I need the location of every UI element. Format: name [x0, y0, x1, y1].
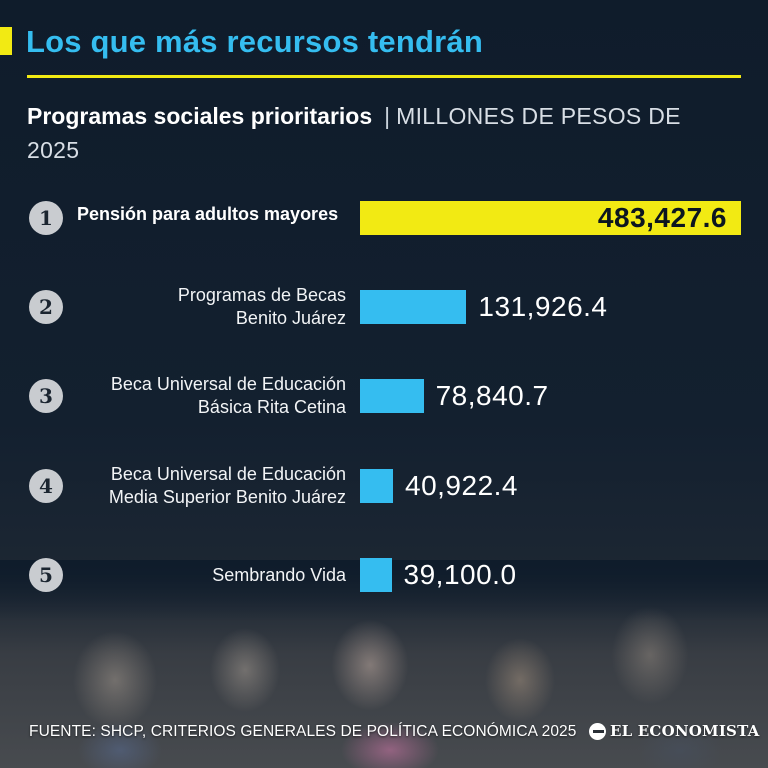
rank-badge: 2: [29, 290, 63, 324]
subtitle-separator: |: [384, 103, 391, 129]
category-label-line: Sembrando Vida: [212, 564, 346, 585]
category-label-line: Beca Universal de Educación: [110, 464, 346, 484]
bar: [360, 379, 424, 413]
chart-subtitle: Programas sociales prioritarios | MILLONES…: [27, 99, 727, 167]
page-title: Los que más recursos tendrán: [26, 24, 483, 59]
bar: [360, 201, 741, 235]
category-label-line: Básica Rita Cetina: [197, 397, 346, 417]
category-label-line: Media Superior Benito Juárez: [108, 487, 346, 507]
rank-badge: 3: [29, 379, 63, 413]
logo-mark-icon: [589, 722, 606, 740]
category-label: Sembrando Vida: [212, 564, 346, 587]
value-label: 131,926.4: [478, 291, 608, 322]
category-label-line: Pensión para adultos mayores: [77, 203, 339, 224]
category-label-line: Beca Universal de Educación: [110, 374, 346, 394]
category-label: Beca Universal de Educación Media Superio…: [109, 463, 346, 509]
subtitle-strong: Programas sociales prioritarios: [27, 103, 373, 129]
rank-badge: 1: [29, 201, 63, 235]
rank-badge: 5: [29, 558, 63, 592]
bar: [360, 290, 467, 324]
value-label: 78,840.7: [435, 380, 549, 411]
el-economista-logo: EL ECONOMISTA: [589, 722, 759, 740]
title-accent-mark: [0, 27, 12, 55]
bar: [360, 469, 393, 503]
rank-badge: 4: [29, 469, 63, 503]
category-label-line: Programas de Becas: [177, 285, 346, 305]
logo-text: EL ECONOMISTA: [610, 722, 760, 740]
subtitle-unit: MILLONES DE PESOS DE 2025: [27, 103, 681, 163]
category-label: Programas de Becas Benito Juárez: [178, 284, 346, 330]
category-label: Pensión para adultos mayores: [77, 203, 338, 226]
value-label: 40,922.4: [405, 470, 518, 501]
bar: [360, 558, 392, 592]
value-label: 483,427.6: [597, 202, 727, 233]
title-divider: [27, 75, 741, 78]
category-label-line: Benito Juárez: [235, 308, 346, 328]
footer-source: FUENTE: SHCP, CRITERIOS GENERALES DE POL…: [29, 723, 577, 740]
category-label: Beca Universal de Educación Básica Rita C…: [111, 373, 346, 419]
value-label: 39,100.0: [403, 559, 517, 590]
